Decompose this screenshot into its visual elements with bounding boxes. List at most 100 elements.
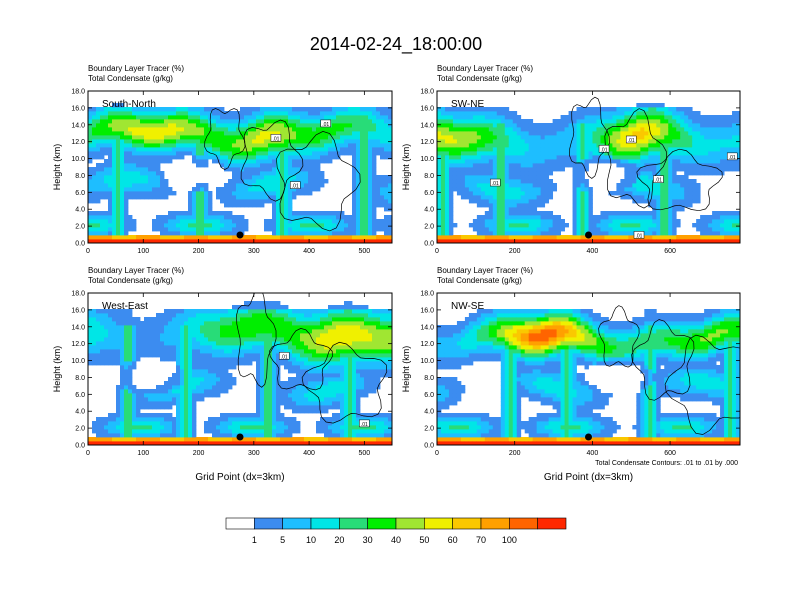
heatmap-cell — [636, 239, 641, 243]
heatmap-cell — [176, 127, 181, 132]
heatmap-cell — [196, 119, 201, 124]
heatmap-cell — [196, 127, 201, 132]
heatmap-cell — [528, 147, 534, 152]
heatmap-cell — [472, 187, 478, 192]
heatmap-cell — [180, 127, 185, 132]
heatmap-cell — [380, 155, 385, 160]
heatmap-cell — [696, 147, 701, 152]
heatmap-cell — [108, 203, 113, 208]
heatmap-cell — [388, 107, 392, 112]
heatmap-cell — [316, 167, 321, 172]
heatmap-cell — [536, 131, 542, 136]
heatmap-cell — [248, 107, 253, 112]
heatmap-cell — [656, 135, 661, 140]
heatmap-cell — [468, 119, 474, 124]
heatmap-cell — [716, 143, 721, 148]
heatmap-cell — [184, 143, 189, 148]
heatmap-cell — [532, 199, 538, 204]
heatmap-cell — [108, 333, 113, 338]
heatmap-cell — [232, 171, 237, 176]
heatmap-cell — [136, 433, 141, 438]
heatmap-cell — [540, 203, 546, 208]
heatmap-cell — [144, 437, 149, 442]
y-tick-label: 0.0 — [75, 241, 85, 248]
heatmap-cell — [144, 159, 149, 164]
heatmap-cell — [368, 179, 373, 184]
heatmap-cell — [516, 159, 522, 164]
heatmap-cell — [100, 139, 105, 144]
heatmap-cell — [628, 215, 633, 220]
heatmap-cell — [152, 349, 157, 354]
heatmap-cell — [464, 123, 470, 128]
heatmap-cell — [468, 143, 474, 148]
heatmap-cell — [492, 223, 498, 228]
heatmap-cell — [192, 123, 197, 128]
heatmap-cell — [460, 131, 466, 136]
heatmap-cell — [236, 171, 241, 176]
heatmap-cell — [120, 159, 125, 164]
heatmap-cell — [524, 203, 530, 208]
heatmap-cell — [148, 107, 153, 112]
heatmap-cell — [700, 159, 705, 164]
heatmap-cell — [600, 111, 605, 116]
heatmap-cell — [440, 183, 446, 188]
heatmap-cell — [208, 223, 213, 228]
heatmap-cell — [736, 223, 740, 228]
heatmap-cell — [696, 111, 701, 116]
heatmap-cell — [152, 143, 157, 148]
heatmap-cell — [196, 123, 201, 128]
heatmap-cell — [596, 123, 601, 128]
heatmap-cell — [664, 179, 669, 184]
heatmap-cell — [492, 219, 498, 224]
heatmap-cell — [460, 183, 466, 188]
heatmap-cell — [628, 211, 633, 216]
heatmap-cell — [272, 179, 277, 184]
heatmap-cell — [352, 235, 357, 240]
heatmap-cell — [172, 127, 177, 132]
heatmap-cell — [500, 127, 506, 132]
heatmap-cell — [144, 425, 149, 430]
heatmap-cell — [648, 191, 653, 196]
heatmap-cell — [684, 175, 689, 180]
heatmap-cell — [544, 127, 550, 132]
heatmap-cell — [140, 345, 145, 350]
heatmap-cell — [640, 123, 645, 128]
contour-label: .01 — [492, 181, 499, 187]
heatmap-cell — [324, 219, 329, 224]
heatmap-cell — [356, 139, 361, 144]
heatmap-cell — [224, 239, 229, 243]
heatmap-cell — [576, 215, 581, 220]
heatmap-cell — [552, 223, 558, 228]
heatmap-cell — [440, 191, 446, 196]
heatmap-cell — [220, 231, 225, 236]
heatmap-cell — [580, 235, 585, 240]
heatmap-cell — [456, 115, 462, 120]
heatmap-cell — [248, 131, 253, 136]
heatmap-cell — [136, 401, 141, 406]
heatmap-cell — [588, 195, 593, 200]
heatmap-cell — [308, 167, 313, 172]
heatmap-cell — [384, 227, 389, 232]
heatmap-cell — [96, 437, 101, 442]
heatmap-cell — [568, 123, 573, 128]
heatmap-cell — [664, 159, 669, 164]
heatmap-cell — [88, 317, 93, 322]
heatmap-cell — [352, 107, 357, 112]
heatmap-cell — [264, 195, 269, 200]
heatmap-cell — [664, 195, 669, 200]
heatmap-cell — [504, 127, 510, 132]
heatmap-cell — [108, 155, 113, 160]
heatmap-cell — [356, 207, 361, 212]
heatmap-cell — [724, 135, 729, 140]
heatmap-cell — [132, 135, 137, 140]
heatmap-cell — [688, 119, 693, 124]
location-marker — [585, 231, 592, 239]
heatmap-cell — [228, 239, 233, 243]
heatmap-cell — [152, 393, 157, 398]
heatmap-cell — [176, 115, 181, 120]
heatmap-cell — [104, 175, 109, 180]
heatmap-cell — [100, 231, 105, 236]
heatmap-cell — [240, 223, 245, 228]
heatmap-cell — [156, 341, 161, 346]
heatmap-cell — [640, 119, 645, 124]
